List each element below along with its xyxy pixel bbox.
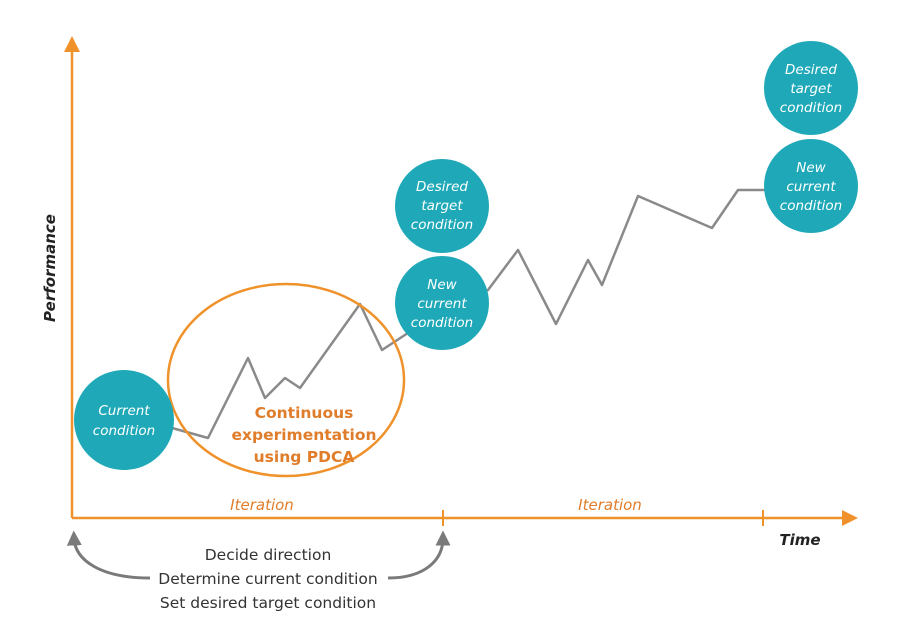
- bubble-new-current-1-line-3: condition: [411, 315, 473, 331]
- bubble-desired-1-line-1: Desired: [416, 179, 468, 195]
- iteration-label-2: Iteration: [578, 496, 642, 514]
- left-curved-arrow: [66, 530, 151, 580]
- bubble-new-current-1-line-1: New: [427, 277, 457, 293]
- bubble-desired-1-line-3: condition: [411, 217, 473, 233]
- bubble-current-line-2: condition: [93, 423, 155, 439]
- bottom-step-1: Decide direction: [205, 546, 332, 564]
- bubble-new-current-2: New current condition: [764, 139, 858, 233]
- y-axis-label: Performance: [41, 214, 59, 322]
- bubble-new-current-2-line-1: New: [796, 160, 826, 176]
- bubble-desired-1-line-2: target: [421, 198, 463, 214]
- pdca-label-line-2: experimentation: [231, 426, 376, 444]
- bubble-desired-target-2: Desired target condition: [764, 41, 858, 135]
- pdca-label-line-3: using PDCA: [254, 448, 355, 466]
- bottom-step-2: Determine current condition: [158, 570, 377, 588]
- bubble-new-current-1-line-2: current: [417, 296, 467, 312]
- y-axis-arrowhead: [64, 36, 80, 52]
- bubble-new-current-1: New current condition: [395, 256, 489, 350]
- x-axis-arrowhead: [842, 510, 858, 526]
- bubble-new-current-2-line-2: current: [786, 179, 836, 195]
- bubble-desired-2-line-1: Desired: [785, 62, 837, 78]
- bubble-new-current-2-line-3: condition: [780, 198, 842, 214]
- bottom-step-3: Set desired target condition: [160, 594, 376, 612]
- x-axis-label: Time: [779, 531, 820, 549]
- bubble-desired-2-line-2: target: [790, 81, 832, 97]
- bubble-current-line-1: Current: [98, 403, 150, 419]
- bubble-desired-target-1: Desired target condition: [395, 159, 489, 253]
- bubble-current-condition: Current condition: [74, 370, 174, 470]
- iteration-label-1: Iteration: [230, 496, 294, 514]
- right-curved-arrow: [387, 530, 451, 580]
- bubble-desired-2-line-3: condition: [780, 100, 842, 116]
- pdca-circle: [166, 282, 406, 478]
- pdca-label-line-1: Continuous: [255, 404, 354, 422]
